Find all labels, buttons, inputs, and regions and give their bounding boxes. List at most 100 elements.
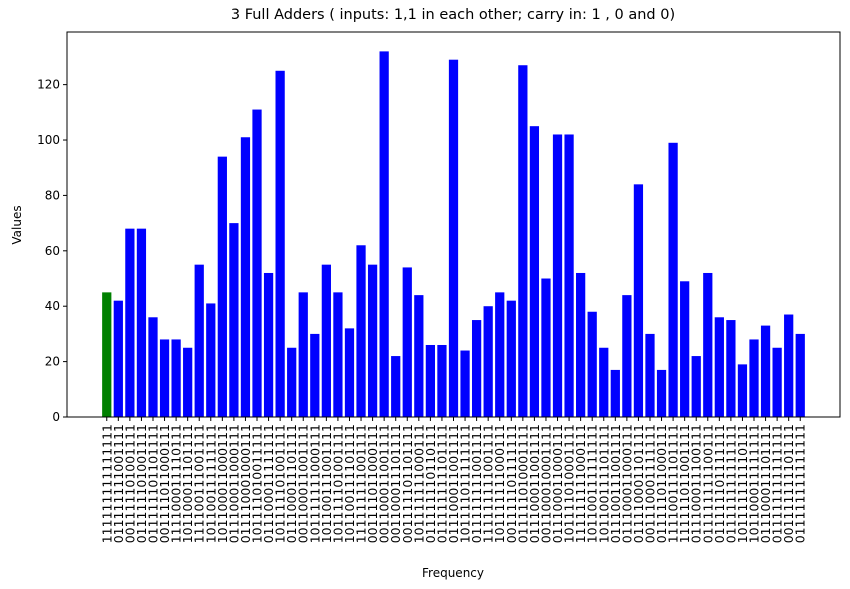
- x-tick-label: 101111111110111: [735, 424, 750, 543]
- x-tick-label: 011110001000111: [238, 424, 253, 543]
- x-tick-label: 011111010001111: [515, 424, 530, 543]
- plot-frame: [66, 31, 841, 418]
- x-tick-label: 101100011101111: [180, 424, 195, 543]
- bar: [610, 369, 620, 417]
- x-tick-label: 001111011000111: [365, 424, 380, 543]
- bar: [206, 303, 216, 417]
- x-tick-label: 011100011001111: [446, 424, 461, 543]
- bar: [529, 126, 540, 417]
- bar: [483, 306, 493, 417]
- y-tick-label: 0: [52, 410, 60, 424]
- x-tick-label: 001100011001111: [377, 424, 392, 543]
- y-tick-label: 120: [37, 78, 60, 92]
- bar: [622, 295, 632, 417]
- x-tick-label: 101100011111111: [747, 424, 762, 543]
- bar: [495, 292, 505, 417]
- bar: [784, 314, 794, 417]
- x-tick-label: 101100111111111: [585, 424, 600, 543]
- x-tick-label: 111111111001111: [354, 424, 369, 543]
- bar: [333, 292, 343, 417]
- bar: [321, 264, 331, 417]
- x-tick-label: 011100011101111: [284, 424, 299, 543]
- x-tick-label: 011111111111111: [793, 424, 808, 543]
- y-axis-label: Values: [10, 205, 24, 244]
- bar: [252, 109, 262, 417]
- bar: [298, 292, 308, 417]
- bar: [772, 347, 782, 417]
- bar: [633, 184, 644, 417]
- bar: [275, 70, 285, 417]
- x-tick-label: 011111111111111: [770, 424, 785, 543]
- x-tick-label: 011111011000111: [654, 424, 669, 543]
- bar: [356, 245, 366, 417]
- x-tick-label: 101111010011111: [250, 424, 265, 543]
- x-tick-label: 001100010001111: [538, 424, 553, 543]
- x-tick-label: 011100011000111: [226, 424, 241, 543]
- x-tick-label: 111111011001111: [677, 424, 692, 543]
- x-tick-label: 111111111111111: [99, 424, 114, 543]
- x-tick-label: 001111111101111: [781, 424, 796, 543]
- bar: [587, 311, 597, 417]
- x-tick-label: 111100111001111: [192, 424, 207, 543]
- x-tick-label: 101100111001111: [319, 424, 334, 543]
- x-tick-label: 011100011000111: [619, 424, 634, 543]
- bar: [599, 347, 609, 417]
- x-tick-label: 001100011001111: [296, 424, 311, 543]
- x-tick-label: 101100111101111: [596, 424, 611, 543]
- bar: [795, 333, 805, 417]
- y-tick-label: 100: [37, 133, 60, 147]
- x-tick-label: 101100011000111: [215, 424, 230, 543]
- x-tick-label: 101111101001111: [330, 424, 345, 543]
- x-axis-label: Frequency: [422, 566, 484, 580]
- x-tick-label: 101111111000111: [492, 424, 507, 543]
- x-tick-label: 011111111100111: [700, 424, 715, 543]
- bar: [344, 328, 355, 417]
- x-tick-label: 011111101001111: [134, 424, 149, 543]
- x-tick-label: 011100011101111: [758, 424, 773, 543]
- bar: [437, 344, 447, 417]
- bar: [656, 369, 667, 417]
- bar: [541, 278, 551, 417]
- x-tick-label: 111100011110111: [169, 424, 184, 543]
- bar: [691, 356, 701, 417]
- bar: [240, 137, 251, 417]
- x-tick-label: 101111010001111: [562, 424, 577, 543]
- x-tick-label: 001110001111111: [642, 424, 657, 543]
- y-tick-label: 20: [45, 355, 60, 369]
- x-tick-label: 011100011001111: [527, 424, 542, 543]
- bar: [737, 364, 748, 417]
- x-tick-label: 011110001101111: [631, 424, 646, 543]
- x-tick-label: 101111111000111: [411, 424, 426, 543]
- y-tick-label: 40: [45, 299, 60, 313]
- x-tick-label: 011100011100111: [689, 424, 704, 543]
- bar: [263, 272, 274, 417]
- bar: [194, 264, 204, 417]
- x-tick-label: 001111101111111: [504, 424, 519, 543]
- y-tick-label: 80: [45, 188, 60, 202]
- bar: [471, 320, 482, 417]
- x-tick-label: 011111111101111: [434, 424, 449, 543]
- bar: [552, 134, 563, 418]
- bar: [448, 59, 459, 417]
- bar: [506, 300, 516, 417]
- bar: [310, 333, 320, 417]
- bar: [680, 281, 690, 417]
- x-tick-label: 101111011111111: [458, 424, 473, 543]
- x-tick-label: 001111101001111: [122, 424, 137, 543]
- bar: [287, 347, 297, 417]
- x-tick-label: 011111101101111: [145, 424, 160, 543]
- bar: [159, 339, 170, 417]
- x-tick-label: 111111111001111: [481, 424, 496, 543]
- x-tick-label: 001111101101111: [400, 424, 415, 543]
- x-tick-label: 111100111101111: [666, 424, 681, 543]
- bar: [125, 228, 135, 417]
- bar: [703, 272, 713, 417]
- x-tick-label: 111111111000111: [573, 424, 588, 543]
- bar: [645, 333, 655, 417]
- x-tick-label: 011111111001111: [469, 424, 484, 543]
- bar: [391, 356, 401, 417]
- bar: [136, 228, 147, 417]
- bar: [183, 347, 193, 417]
- bar: [217, 156, 227, 417]
